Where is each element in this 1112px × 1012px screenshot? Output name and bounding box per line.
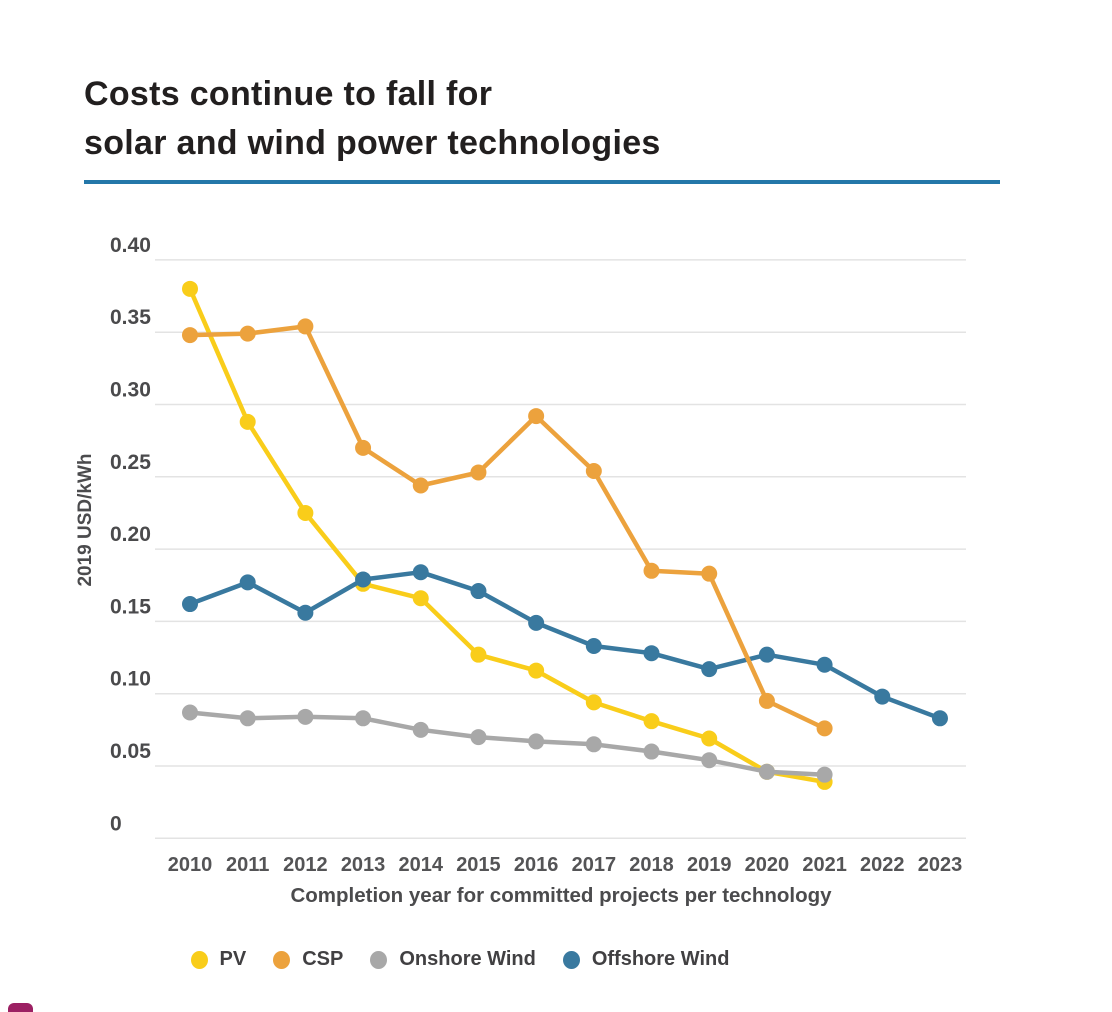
- data-point-offshore-wind: [239, 574, 256, 591]
- data-point-csp: [297, 318, 314, 335]
- data-point-offshore-wind: [931, 710, 948, 727]
- series-line-onshore-wind: [187, 710, 827, 777]
- data-point-pv: [528, 662, 545, 679]
- data-point-onshore-wind: [297, 708, 314, 725]
- data-point-csp: [758, 692, 775, 709]
- data-point-pv: [182, 280, 198, 297]
- data-point-pv: [643, 713, 660, 730]
- legend-dot-onshore-wind: [370, 950, 388, 969]
- x-tick-label: 2018: [629, 854, 674, 876]
- x-tick-label: 2021: [802, 854, 847, 876]
- data-point-onshore-wind: [239, 710, 256, 727]
- data-point-onshore-wind: [816, 766, 833, 783]
- data-point-onshore-wind: [585, 736, 602, 753]
- legend-label: Offshore Wind: [591, 948, 730, 970]
- data-point-offshore-wind: [701, 661, 718, 678]
- series-line-csp: [187, 324, 827, 731]
- data-point-onshore-wind: [412, 721, 429, 738]
- data-point-offshore-wind: [758, 646, 775, 663]
- data-point-onshore-wind: [643, 743, 660, 760]
- y-tick-label: 0.05: [110, 740, 151, 763]
- data-point-onshore-wind: [182, 704, 198, 721]
- y-tick-label: 0.15: [110, 595, 151, 618]
- data-point-onshore-wind: [758, 763, 775, 780]
- x-axis-title: Completion year for committed projects p…: [290, 884, 832, 907]
- legend-label: PV: [219, 948, 247, 970]
- data-point-offshore-wind: [355, 571, 372, 588]
- data-point-offshore-wind: [643, 645, 660, 662]
- x-tick-label: 2010: [168, 854, 213, 876]
- x-tick-label: 2016: [514, 854, 559, 876]
- data-point-pv: [470, 646, 487, 663]
- data-point-pv: [297, 504, 314, 521]
- data-point-onshore-wind: [470, 729, 487, 746]
- legend-dot-pv: [190, 950, 208, 969]
- legend-item-csp: CSP: [273, 948, 343, 971]
- legend-label: CSP: [302, 948, 344, 970]
- data-point-pv: [701, 730, 718, 747]
- x-tick-label: 2017: [572, 854, 617, 876]
- x-tick-label: 2020: [745, 854, 790, 876]
- x-tick-label: 2015: [456, 854, 501, 876]
- x-tick-label: 2023: [918, 854, 963, 876]
- y-tick-label: 0: [110, 812, 122, 835]
- series-line-pv: [187, 286, 827, 785]
- data-point-pv: [412, 590, 429, 607]
- y-tick-label: 0.40: [110, 234, 151, 257]
- y-tick-label: 0.10: [110, 668, 151, 691]
- corner-logo-fragment: [8, 1003, 33, 1012]
- y-tick-label: 0.30: [110, 379, 151, 402]
- data-point-pv: [239, 413, 256, 430]
- data-point-csp: [585, 463, 602, 480]
- page-title-line1: Costs continue to fall for: [84, 75, 493, 113]
- x-tick-label: 2012: [283, 854, 328, 876]
- legend-dot-offshore-wind: [562, 950, 580, 969]
- data-point-offshore-wind: [816, 656, 833, 673]
- y-tick-label: 0.20: [110, 523, 151, 546]
- legend-item-offshore-wind: Offshore Wind: [562, 948, 730, 971]
- x-tick-label: 2022: [860, 854, 905, 876]
- data-point-csp: [470, 464, 487, 481]
- data-point-csp: [355, 439, 372, 456]
- data-point-offshore-wind: [528, 614, 545, 631]
- page-title-line2: solar and wind power technologies: [84, 124, 661, 162]
- legend-item-onshore-wind: Onshore Wind: [370, 948, 536, 971]
- data-point-onshore-wind: [701, 752, 718, 769]
- data-point-csp: [701, 565, 718, 582]
- title-underline-rule: [84, 180, 1000, 184]
- data-point-onshore-wind: [355, 710, 372, 727]
- data-point-offshore-wind: [470, 583, 487, 600]
- data-point-csp: [239, 325, 256, 342]
- chart-legend: PV CSP Onshore Wind Offshore Wind: [160, 948, 760, 971]
- x-tick-label: 2014: [399, 854, 444, 876]
- data-point-offshore-wind: [412, 564, 429, 581]
- data-point-offshore-wind: [874, 688, 891, 705]
- data-point-csp: [528, 408, 545, 425]
- x-tick-label: 2019: [687, 854, 732, 876]
- data-point-csp: [816, 720, 833, 737]
- data-point-csp: [412, 477, 429, 494]
- data-point-csp: [643, 562, 660, 579]
- data-point-csp: [182, 327, 198, 344]
- data-point-onshore-wind: [528, 733, 545, 750]
- data-point-pv: [585, 694, 602, 711]
- data-point-offshore-wind: [585, 637, 602, 654]
- legend-label: Onshore Wind: [399, 948, 536, 970]
- x-tick-label: 2011: [226, 854, 269, 876]
- series-line-offshore-wind: [187, 569, 943, 721]
- legend-item-pv: PV: [190, 948, 247, 971]
- page-title: Costs continue to fall for solar and win…: [84, 70, 661, 168]
- data-point-offshore-wind: [182, 596, 198, 613]
- data-point-offshore-wind: [297, 604, 314, 621]
- legend-dot-csp: [273, 950, 291, 969]
- y-tick-label: 0.35: [110, 306, 151, 329]
- y-tick-label: 0.25: [110, 451, 151, 474]
- x-tick-label: 2013: [341, 854, 386, 876]
